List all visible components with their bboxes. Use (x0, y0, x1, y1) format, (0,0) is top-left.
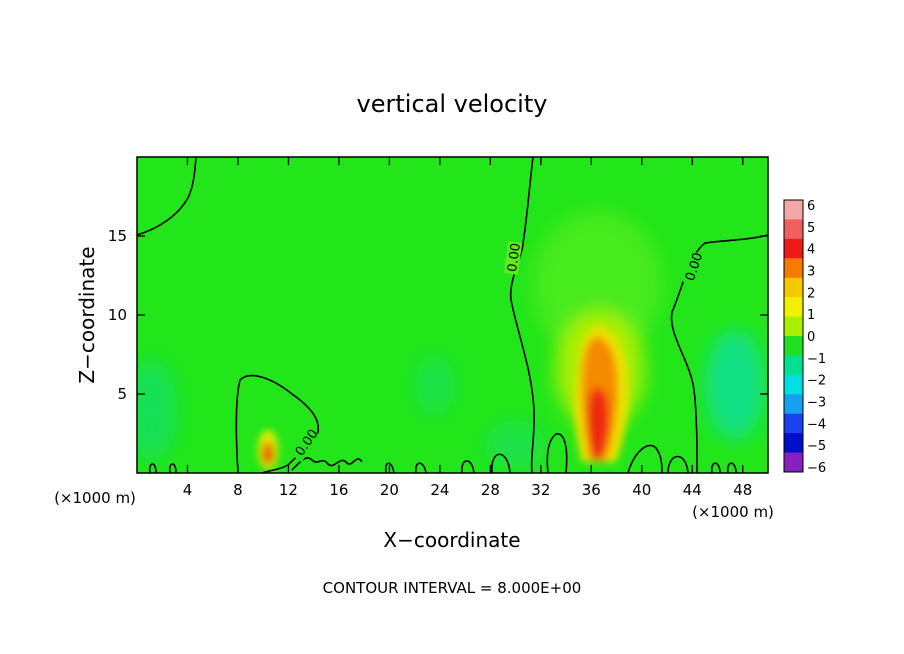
colorbar-label: −3 (807, 396, 826, 411)
colorbar-label: −2 (807, 374, 826, 389)
contour-core-right (627, 444, 663, 473)
colorbar-label: 4 (807, 243, 815, 258)
field-background (137, 157, 768, 473)
x-tick-label: 36 (582, 481, 601, 499)
contour-top-left (137, 157, 197, 236)
contour-bump-d (461, 460, 475, 473)
colorbar-label: −5 (807, 439, 826, 454)
left-core-red (265, 450, 271, 462)
y-tick-labels: 5 10 15 (108, 227, 127, 403)
colorbar-labels: 6 5 4 3 2 1 0 −1 −2 −3 −4 −5 −6 (807, 199, 826, 476)
x-tick-label: 44 (683, 481, 702, 499)
x-unit-right: (×1000 m) (692, 503, 774, 521)
contour-bump-e (491, 453, 511, 473)
colorbar-label: 5 (807, 221, 815, 236)
contour-bump-h (726, 462, 737, 473)
contour-surface-wiggle (291, 457, 363, 471)
colorbar-swatch (784, 316, 803, 337)
core-red (588, 387, 609, 460)
x-tick-label: 40 (632, 481, 651, 499)
colorbar-label: −6 (807, 461, 826, 476)
colorbar-swatch (784, 200, 803, 220)
contour-label-bg-3 (290, 427, 320, 463)
colorbar-label: 2 (807, 286, 815, 301)
colorbar (783, 199, 804, 473)
contour-core-left (546, 433, 568, 473)
downdraft-left (137, 360, 177, 460)
colorbar-swatch (784, 258, 803, 279)
y-axis-label: Z−coordinate (75, 246, 99, 383)
colorbar-swatch (784, 394, 803, 415)
x-tick-label: 32 (531, 481, 550, 499)
colorbar-swatch (784, 297, 803, 318)
x-unit-left: (×1000 m) (54, 489, 136, 507)
contour-bump-b (168, 463, 177, 473)
colorbar-frame (783, 199, 804, 473)
downdraft-right (705, 330, 765, 440)
x-axis-label: X−coordinate (383, 528, 520, 552)
colorbar-label: 1 (807, 308, 815, 323)
x-tick-label: 16 (329, 481, 348, 499)
contour-label-bg-2 (681, 250, 705, 286)
colorbar-swatch (784, 413, 803, 434)
plot-area: 0.00 0.00 0.00 (137, 157, 768, 473)
x-tick-label: 20 (380, 481, 399, 499)
y-tick-label: 10 (108, 306, 127, 324)
colorbar-swatch (784, 452, 803, 473)
downdraft-mid (415, 355, 455, 415)
contour-bump-c (414, 462, 427, 473)
colorbar-swatch (784, 219, 803, 240)
contour-bump-i (384, 462, 395, 473)
contour-bump-a (148, 463, 157, 473)
contour-bump-f (667, 455, 689, 473)
contour-label-bg-1 (503, 241, 523, 275)
chart-title: vertical velocity (357, 90, 548, 118)
colorbar-swatch (784, 336, 803, 356)
colorbar-label: 3 (807, 265, 815, 280)
colorbar-label: 6 (807, 199, 815, 214)
x-tick-label: 12 (279, 481, 298, 499)
x-tick-label: 24 (430, 481, 449, 499)
contour-bump-g (710, 462, 721, 473)
colorbar-label: −1 (807, 352, 826, 367)
colorbar-swatch (784, 238, 803, 259)
colorbar-swatch (784, 374, 803, 395)
axis-ticks (137, 157, 768, 473)
y-tick-label: 15 (108, 227, 127, 245)
x-tick-label: 48 (733, 481, 752, 499)
colorbar-label: −4 (807, 417, 826, 432)
x-tick-label: 28 (481, 481, 500, 499)
colorbar-label: 0 (807, 330, 815, 345)
y-tick-label: 5 (117, 385, 127, 403)
upper-plume (532, 210, 662, 360)
contour-left-cell (235, 374, 320, 473)
contour-center (509, 157, 535, 473)
colorbar-swatch (784, 355, 803, 376)
contour-label-1: 0.00 (505, 242, 524, 273)
x-tick-labels: 4 8 12 16 20 24 28 32 36 40 44 48 (183, 481, 753, 499)
x-tick-label: 4 (183, 481, 193, 499)
colorbar-swatch (784, 277, 803, 298)
updraft-core (258, 327, 629, 470)
colorbar-swatch (784, 433, 803, 454)
contour-right (670, 234, 768, 473)
downdraft-low (485, 420, 545, 470)
contour-lines (137, 157, 768, 473)
contour-interval: CONTOUR INTERVAL = 8.000E+00 (323, 579, 582, 597)
x-tick-label: 8 (233, 481, 243, 499)
